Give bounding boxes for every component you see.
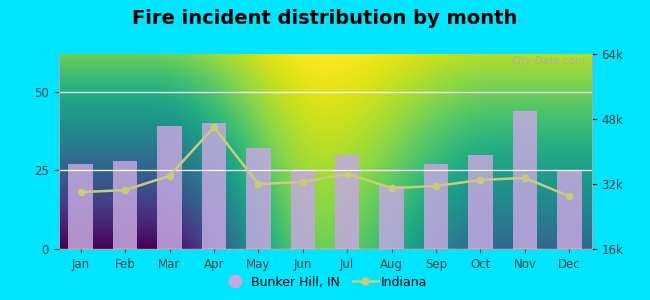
Bar	[246, 148, 270, 249]
Bar	[157, 126, 182, 249]
Bar	[380, 186, 404, 249]
Text: City-Data.com: City-Data.com	[512, 56, 586, 66]
Bar	[424, 164, 448, 249]
Bar	[468, 154, 493, 249]
Bar	[202, 123, 226, 249]
Bar	[557, 170, 582, 249]
Text: Fire incident distribution by month: Fire incident distribution by month	[133, 9, 517, 28]
Bar	[335, 154, 359, 249]
Bar	[291, 170, 315, 249]
Bar	[68, 164, 93, 249]
Bar	[513, 111, 537, 249]
Bar	[113, 161, 137, 249]
Legend: Bunker Hill, IN, Indiana: Bunker Hill, IN, Indiana	[217, 271, 433, 294]
